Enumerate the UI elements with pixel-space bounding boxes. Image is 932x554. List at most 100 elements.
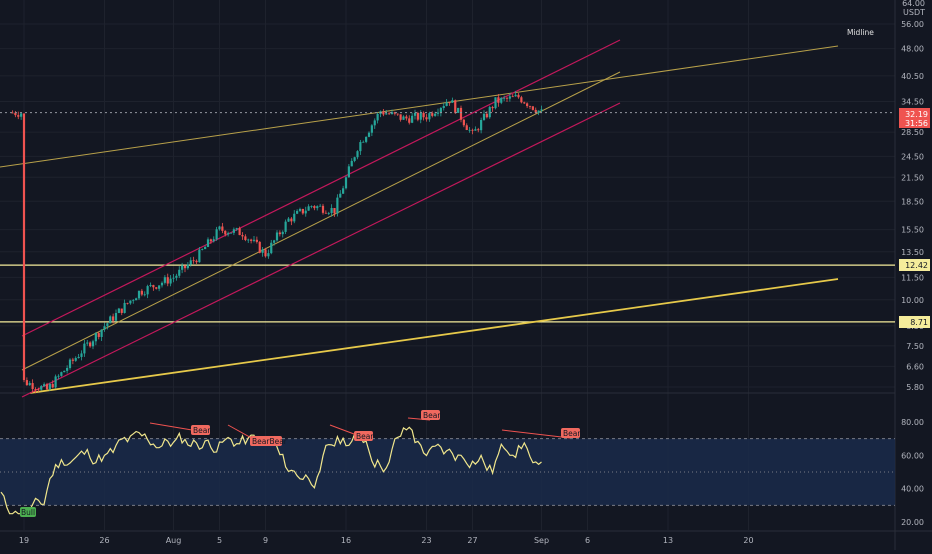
candle-body [198,249,201,263]
candle-body [201,249,204,250]
bear-badge-2 [354,431,373,441]
candle-body [166,277,169,284]
candle-body [367,132,371,137]
candle-body [480,119,483,131]
candle-body [51,383,54,388]
candle-body [388,113,391,115]
price-tick-label: 10.00 [901,296,924,305]
candle-body [399,114,402,120]
candle-body [396,113,399,115]
candle-body [117,308,120,314]
candle-body [459,107,463,120]
last-price-countdown: 31:56 [905,119,928,128]
candle-body [247,239,250,241]
candle-body [514,94,517,97]
candle-body [149,285,152,287]
candle-body [500,97,503,103]
candle-body [517,94,520,98]
last-price-value: 32.19 [905,110,928,119]
candle-body [77,356,80,359]
candle-body [413,112,417,116]
candle-body [540,109,543,111]
price-tick-label: 13.50 [901,248,924,257]
candle-body [382,111,385,115]
candle-body [235,228,238,230]
candle-body [497,97,500,103]
candle-body [505,97,509,99]
candle-body [175,275,178,278]
candle-body [451,100,454,103]
candle-body [296,210,299,214]
candle-body [304,210,307,214]
candle-body [411,115,414,123]
long-midline [0,45,839,168]
time-tick-label: 5 [217,536,222,545]
candle-body [439,108,442,113]
rsi-tick-label: 40.00 [901,485,924,494]
candle-body [281,231,284,235]
candle-body [20,113,23,117]
candle-body [425,117,428,120]
candle-body [287,218,290,222]
time-tick-label: 19 [19,536,29,545]
candle-body [48,383,51,390]
candle-body [123,302,126,313]
candle-body [454,100,457,113]
bearbear-badge [250,436,282,446]
candle-body [31,383,34,390]
candle-body [14,112,17,116]
candle-body [526,103,529,107]
candle-body [350,160,353,167]
candle-body [442,105,445,109]
candle-body [445,102,448,106]
candle-body [152,285,155,288]
candle-body [422,112,425,118]
candle-body [327,213,330,214]
candle-body [270,242,273,254]
candle-body [344,177,348,189]
candle-body [11,112,14,114]
candle-body [146,286,149,295]
candle-body [324,212,327,214]
candle-body [204,246,207,250]
candle-body [206,239,210,247]
candle-body [448,102,451,104]
candle-body [264,249,267,257]
candle-body [436,112,440,114]
candle-body [17,115,20,117]
level-label-1: 12.42 [905,261,928,270]
candle-body [365,136,368,142]
candle-body [186,264,189,269]
channel-lower [21,102,621,398]
candle-body [169,278,172,284]
time-tick-label: 26 [99,536,109,545]
candle-body [471,129,474,131]
candle-body [356,151,359,158]
candle-body [74,358,77,361]
candle-body [189,260,192,265]
candle-body [114,313,118,321]
candle-body [393,112,396,114]
price-tick-label: 48.00 [901,45,924,54]
candle-body [155,287,158,289]
candle-body [531,106,534,110]
candle-body [178,269,181,276]
rsi-tick-label: 20.00 [901,518,924,527]
candle-body [172,277,175,279]
price-tick-label: 6.60 [906,362,924,371]
candle-body [109,316,112,324]
candle-body [91,341,95,347]
candle-body [106,323,109,327]
candle-body [244,236,247,241]
candle-body [224,230,227,235]
level-badge-1 [899,259,930,271]
candle-body [313,206,316,209]
candle-body [212,239,215,242]
candle-body [537,110,540,113]
candle-body [129,300,132,304]
candle-body [477,129,480,131]
candle-body [54,376,57,388]
candle-body [250,239,253,241]
